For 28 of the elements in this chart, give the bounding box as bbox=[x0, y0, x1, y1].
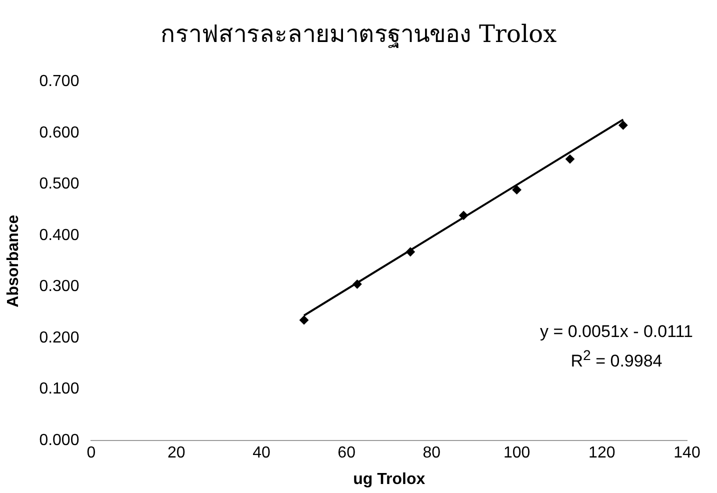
x-tick-label: 20 bbox=[167, 444, 186, 462]
annotation: y = 0.0051x - 0.0111 bbox=[540, 321, 693, 343]
y-tick-label: 0.600 bbox=[39, 124, 80, 142]
x-tick-label: 100 bbox=[503, 444, 530, 462]
x-tick-label: 0 bbox=[86, 444, 96, 462]
y-tick-label: 0.300 bbox=[39, 278, 80, 296]
x-tick-label: 140 bbox=[674, 444, 700, 462]
y-tick-label: 0.400 bbox=[39, 226, 80, 244]
y-tick-label: 0.500 bbox=[39, 176, 80, 193]
annotation: R$^{2}$ = 0.9984 bbox=[570, 347, 664, 373]
point bbox=[352, 280, 362, 289]
x-tick-label: 40 bbox=[252, 444, 270, 462]
x-tick-label: 80 bbox=[422, 444, 441, 462]
point bbox=[565, 154, 574, 164]
y-axis-title: Absorbance bbox=[5, 214, 22, 308]
point bbox=[406, 247, 415, 256]
point bbox=[618, 120, 628, 130]
y-tick-label: 0.000 bbox=[39, 432, 80, 450]
y-tick-label: 0.700 bbox=[39, 73, 80, 90]
x-axis-title: ug Trolox bbox=[353, 470, 426, 488]
x-tick-label: 60 bbox=[338, 444, 356, 462]
y-tick-label: 0.200 bbox=[39, 329, 80, 346]
point bbox=[512, 185, 522, 194]
x-tick-label: 120 bbox=[588, 444, 616, 462]
y-tick-label: 0.100 bbox=[39, 380, 80, 398]
point bbox=[459, 210, 468, 220]
point bbox=[300, 316, 309, 325]
chart-title: กราฟสารละลายมาตรฐานของ Trolox bbox=[159, 19, 558, 50]
